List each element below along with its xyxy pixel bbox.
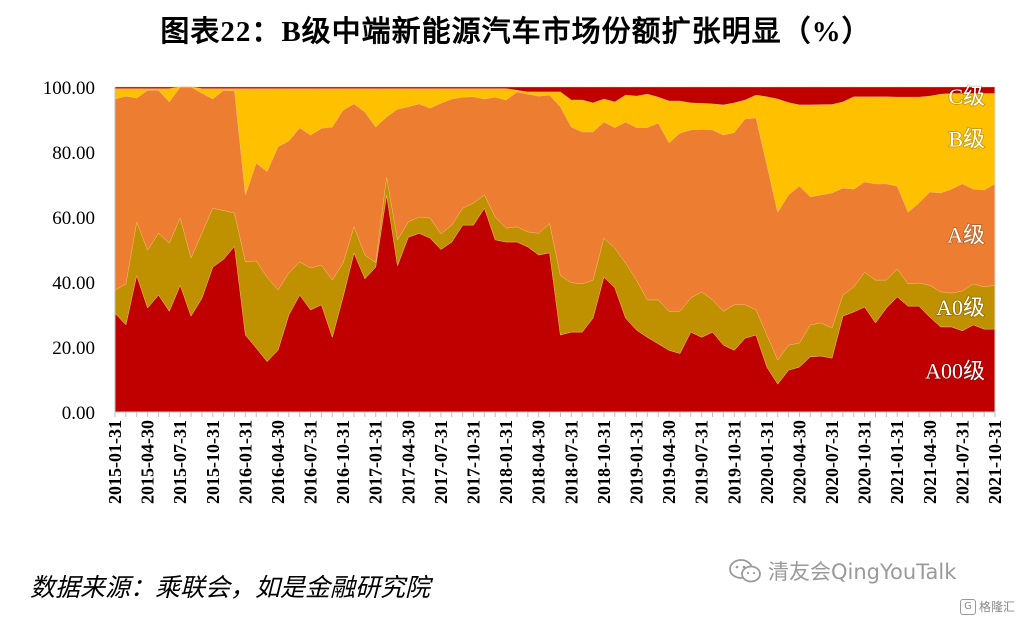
watermark-text: 清友会QingYouTalk — [768, 560, 957, 584]
x-tick-label: 2019-01-31 — [626, 420, 646, 504]
x-tick-label: 2015-01-31 — [105, 420, 125, 504]
y-tick-label: 60.00 — [52, 208, 95, 229]
x-tick-label: 2015-10-31 — [203, 420, 223, 504]
x-tick-label: 2019-04-30 — [659, 420, 679, 504]
x-tick-label: 2021-10-31 — [985, 420, 1005, 504]
series-label: C级 — [948, 84, 985, 109]
x-tick-label: 2017-04-30 — [398, 420, 418, 504]
x-tick-label: 2016-07-31 — [301, 420, 321, 504]
series-label: B级 — [948, 127, 985, 152]
x-tick-label: 2018-10-31 — [594, 420, 614, 504]
x-tick-label: 2016-01-31 — [235, 420, 255, 504]
x-tick-label: 2021-07-31 — [952, 420, 972, 504]
x-tick-label: 2018-07-31 — [561, 420, 581, 504]
x-tick-label: 2017-07-31 — [431, 420, 451, 504]
series-label: A00级 — [925, 359, 985, 384]
x-tick-label: 2020-04-30 — [789, 420, 809, 504]
x-tick-label: 2021-01-31 — [887, 420, 907, 504]
series-label: A0级 — [936, 295, 985, 320]
x-tick-label: 2016-10-31 — [333, 420, 353, 504]
logo-text: 格隆汇 — [979, 600, 1016, 614]
logo-icon: G — [960, 598, 976, 615]
x-tick-label: 2020-07-31 — [822, 420, 842, 504]
x-tick-label: 2016-04-30 — [268, 420, 288, 504]
x-tick-label: 2017-10-31 — [464, 420, 484, 504]
watermark: 清友会QingYouTalk — [728, 556, 956, 586]
x-tick-label: 2019-07-31 — [692, 420, 712, 504]
wechat-icon — [729, 559, 761, 583]
y-tick-label: 40.00 — [52, 273, 95, 294]
x-tick-label: 2018-04-30 — [529, 420, 549, 504]
x-tick-label: 2020-10-31 — [855, 420, 875, 504]
x-tick-label: 2015-07-31 — [170, 420, 190, 504]
y-tick-label: 0.00 — [62, 403, 95, 424]
chart-title: 图表22：B级中端新能源汽车市场份额扩张明显（%） — [160, 16, 872, 48]
x-tick-label: 2020-01-31 — [757, 420, 777, 504]
x-tick-label: 2017-01-31 — [366, 420, 386, 504]
y-tick-label: 20.00 — [52, 338, 95, 359]
logo: G 格隆汇 — [960, 598, 1015, 615]
x-tick-label: 2018-01-31 — [496, 420, 516, 504]
source-note: 数据来源：乘联会，如是金融研究院 — [30, 575, 431, 602]
y-tick-label: 100.00 — [43, 78, 95, 99]
x-tick-label: 2015-04-30 — [138, 420, 158, 504]
x-tick-label: 2019-10-31 — [724, 420, 744, 504]
y-tick-label: 80.00 — [52, 143, 95, 164]
series-label: A级 — [947, 223, 985, 248]
x-tick-label: 2021-04-30 — [920, 420, 940, 504]
